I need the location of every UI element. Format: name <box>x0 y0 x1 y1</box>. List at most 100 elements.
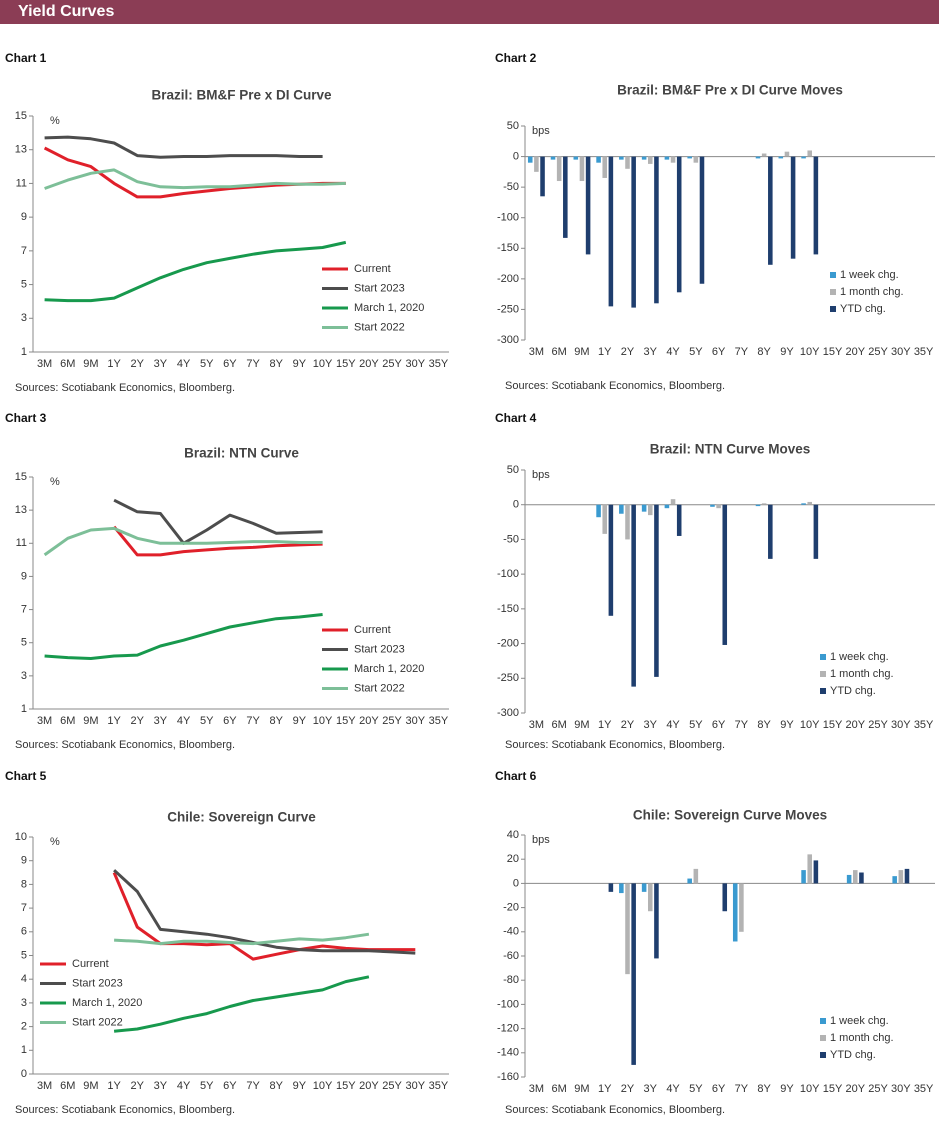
y-tick-label: 7 <box>21 245 27 257</box>
x-tick-label: 6M <box>60 715 75 727</box>
x-tick-label: 6M <box>552 719 567 731</box>
x-tick-label: 9M <box>574 346 589 358</box>
y-tick-label: 9 <box>21 855 27 867</box>
bar <box>755 504 761 507</box>
bar <box>641 156 647 160</box>
y-tick-label: 1 <box>21 346 27 358</box>
x-tick-label: 35Y <box>914 1083 934 1095</box>
bar <box>790 156 796 259</box>
bar <box>648 883 653 912</box>
x-tick-label: 25Y <box>868 1083 888 1095</box>
x-tick-label: 35Y <box>429 1080 449 1092</box>
series-line <box>113 869 416 955</box>
y-tick-label: -40 <box>503 926 519 938</box>
chart-title: Brazil: BM&F Pre x DI Curve Moves <box>617 83 843 98</box>
bar <box>625 156 630 169</box>
series-line <box>43 526 323 557</box>
bar <box>585 156 591 255</box>
chart-label: Chart 2 <box>495 51 537 65</box>
bar <box>755 156 761 159</box>
legend-swatch <box>820 688 826 694</box>
bar <box>710 504 715 507</box>
x-tick-label: 1Y <box>598 1083 612 1095</box>
header-title: Yield Curves <box>18 3 115 20</box>
x-tick-label: 25Y <box>382 715 402 727</box>
bar <box>670 156 676 163</box>
chart-label: Chart 4 <box>495 411 537 425</box>
y-tick-label: 11 <box>16 177 27 189</box>
bar <box>602 156 607 178</box>
x-tick-label: 3Y <box>154 715 168 727</box>
legend-swatch <box>820 1018 826 1024</box>
bar <box>676 156 682 293</box>
y-tick-label: -100 <box>497 568 519 580</box>
bar <box>768 156 773 265</box>
x-tick-label: 4Y <box>666 346 680 358</box>
x-tick-label: 30Y <box>405 358 425 370</box>
y-tick-label: 13 <box>15 504 27 516</box>
y-tick-label: 3 <box>21 670 27 682</box>
bar <box>761 503 767 505</box>
x-tick-label: 15Y <box>336 358 356 370</box>
y-tick-label: -80 <box>503 974 519 986</box>
chart-title: Chile: Sovereign Curve Moves <box>633 808 827 823</box>
x-tick-label: 4Y <box>177 715 191 727</box>
x-tick-label: 35Y <box>914 719 934 731</box>
x-tick-label: 5Y <box>689 719 703 731</box>
x-tick-label: 5Y <box>200 1080 214 1092</box>
chart-label: Chart 6 <box>495 769 537 783</box>
bar <box>608 156 614 307</box>
source-note: Sources: Scotiabank Economics, Bloomberg… <box>15 1104 235 1116</box>
bar <box>573 156 579 160</box>
x-tick-label: 30Y <box>891 346 911 358</box>
bar <box>641 504 647 512</box>
y-tick-label: -20 <box>503 902 519 914</box>
bar <box>619 883 624 894</box>
series-line <box>112 525 323 557</box>
x-tick-label: 15Y <box>823 1083 843 1095</box>
x-tick-label: 4Y <box>177 1080 191 1092</box>
bar <box>596 156 601 163</box>
x-tick-label: 1Y <box>107 715 121 727</box>
y-tick-label: 0 <box>21 1068 27 1080</box>
x-tick-label: 3M <box>529 719 544 731</box>
x-tick-label: 10Y <box>800 1083 820 1095</box>
bar <box>904 868 910 884</box>
x-tick-label: 4Y <box>666 1083 680 1095</box>
series-line <box>44 613 323 660</box>
bar <box>807 150 812 157</box>
x-tick-label: 6M <box>60 1080 75 1092</box>
x-tick-label: 5Y <box>689 1083 703 1095</box>
x-tick-label: 7Y <box>246 1080 260 1092</box>
bar <box>693 868 699 884</box>
y-tick-label: 2 <box>21 1021 27 1033</box>
bar <box>654 883 659 959</box>
x-tick-label: 20Y <box>359 358 379 370</box>
bar <box>654 504 659 677</box>
chart-panel: Chart 3 Brazil: NTN Curve Sources: Scotiab… <box>5 411 449 751</box>
bar <box>625 504 630 540</box>
x-tick-label: 9Y <box>780 1083 794 1095</box>
bar <box>534 156 539 172</box>
legend-label: 1 week chg. <box>840 269 899 281</box>
legend-label: Start 2022 <box>354 321 405 333</box>
bar <box>648 504 653 516</box>
bar <box>853 870 858 884</box>
y-tick-label: 50 <box>507 464 519 476</box>
x-tick-label: 3M <box>37 715 52 727</box>
x-tick-label: 6Y <box>712 1083 726 1095</box>
series-line <box>114 932 370 946</box>
bar <box>670 499 676 505</box>
y-tick-label: -160 <box>497 1071 519 1083</box>
bar <box>556 156 562 182</box>
x-tick-label: 20Y <box>359 1080 379 1092</box>
bar <box>722 504 728 645</box>
y-axis-label: % <box>50 836 60 848</box>
legend-label: 1 month chg. <box>840 286 904 298</box>
x-tick-label: 3Y <box>154 1080 168 1092</box>
x-tick-label: 6Y <box>223 358 237 370</box>
x-tick-label: 7Y <box>735 346 749 358</box>
bar <box>807 854 812 884</box>
source-note: Sources: Scotiabank Economics, Bloomberg… <box>15 739 235 751</box>
y-axis-label: % <box>50 476 60 488</box>
